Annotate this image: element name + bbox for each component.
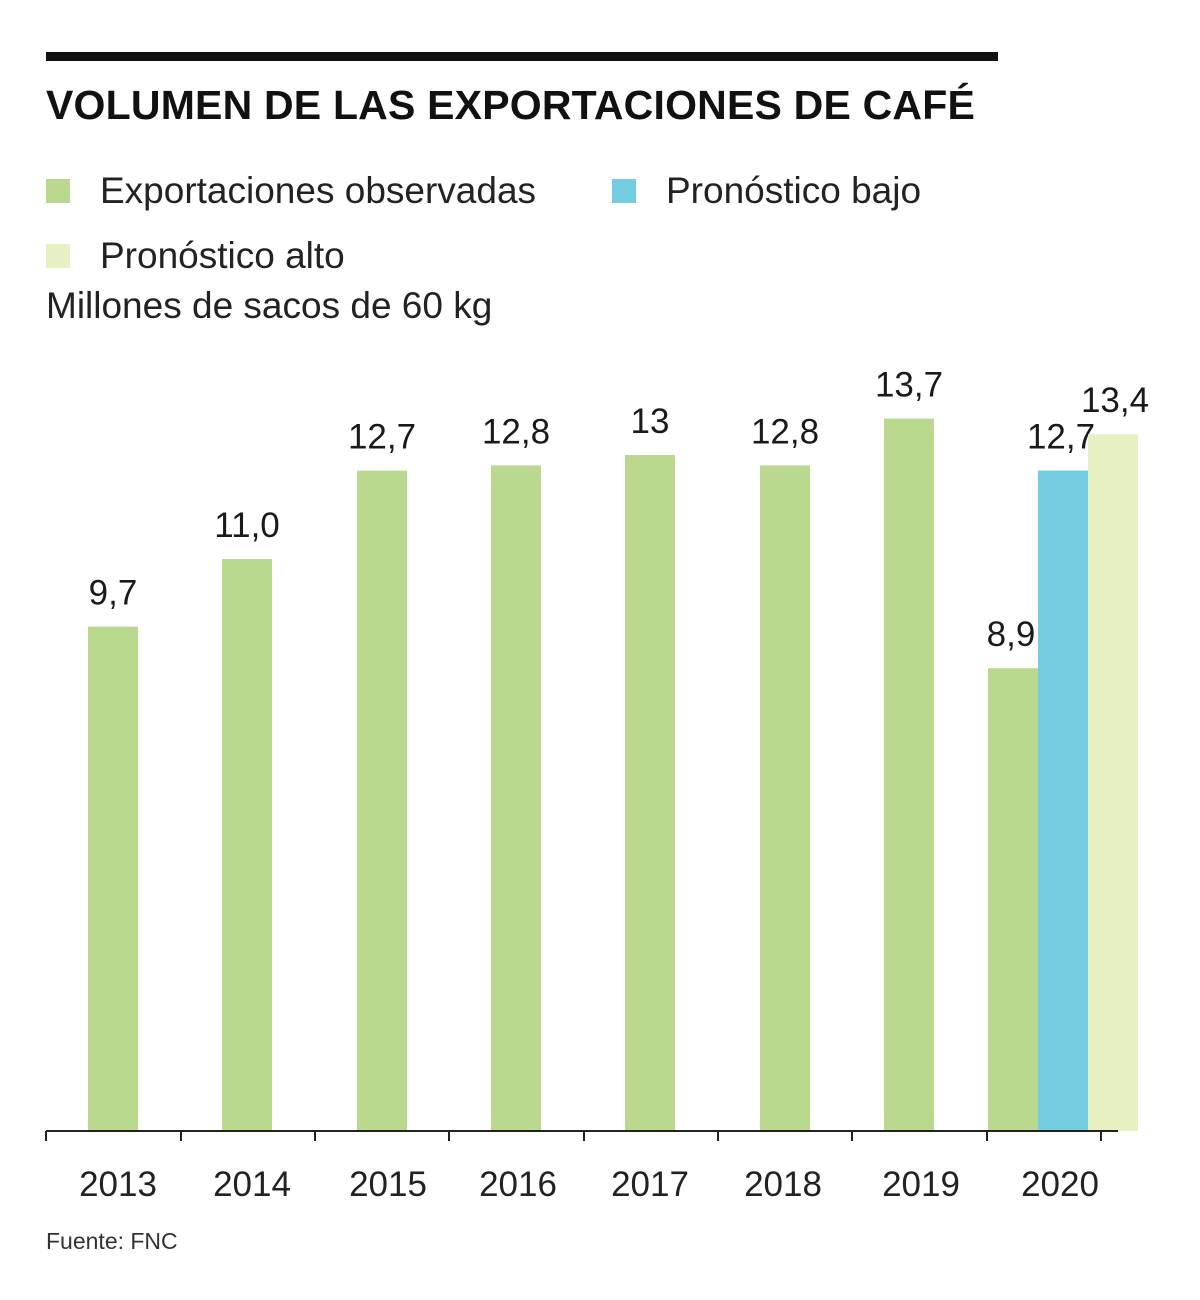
- data-label-observed-2017: 13: [631, 402, 670, 441]
- bar-observed-2019: [884, 418, 934, 1132]
- bar-observed-2018: [760, 465, 810, 1131]
- legend-item-observed: Exportaciones observadas: [46, 170, 536, 212]
- x-tick-label-2019: 2019: [882, 1165, 960, 1204]
- legend-label-low-forecast: Pronóstico bajo: [666, 170, 922, 211]
- data-label-observed-2016: 12,8: [482, 412, 550, 451]
- x-tick-label-2015: 2015: [349, 1165, 427, 1204]
- x-tick-label-2016: 2016: [479, 1165, 557, 1204]
- bar-observed-2020: [988, 668, 1038, 1131]
- legend-label-observed: Exportaciones observadas: [100, 170, 537, 211]
- chart-unit-label: Millones de sacos de 60 kg: [46, 285, 493, 326]
- data-label-observed-2013: 9,7: [89, 574, 138, 613]
- bar-observed-2016: [491, 465, 541, 1131]
- data-label-observed-2018: 12,8: [751, 412, 819, 451]
- data-label-observed-2015: 12,7: [348, 418, 416, 457]
- bar-observed-2017: [625, 455, 675, 1131]
- data-label-observed-2020: 8,9: [987, 615, 1036, 654]
- legend-item-high-forecast: Pronóstico alto: [46, 235, 345, 277]
- x-tick-label-2020: 2020: [1021, 1165, 1099, 1204]
- data-label-observed-2019: 13,7: [875, 366, 943, 405]
- bar-low-forecast-2020: [1038, 470, 1088, 1132]
- data-label-observed-2014: 11,0: [214, 506, 280, 545]
- legend-label-high-forecast: Pronóstico alto: [100, 235, 345, 276]
- legend-item-low-forecast: Pronóstico bajo: [612, 170, 921, 212]
- bar-observed-2014: [222, 559, 272, 1131]
- bar-observed-2013: [88, 626, 138, 1131]
- data-label-high-forecast-2020: 13,4: [1081, 381, 1149, 420]
- legend-swatch-low-forecast: [612, 179, 636, 203]
- data-label-low-forecast-2020: 12,7: [1027, 418, 1095, 457]
- legend-swatch-observed: [46, 179, 70, 203]
- bar-observed-2015: [357, 470, 407, 1132]
- bar-high-forecast-2020: [1088, 434, 1138, 1131]
- title-rule: [46, 52, 998, 61]
- x-tick-label-2014: 2014: [213, 1165, 291, 1204]
- source-note: Fuente: FNC: [46, 1228, 178, 1254]
- x-tick-label-2018: 2018: [744, 1165, 822, 1204]
- legend-swatch-high-forecast: [46, 244, 70, 268]
- chart-title: VOLUMEN DE LAS EXPORTACIONES DE CAFÉ: [46, 82, 976, 128]
- x-tick-label-2013: 2013: [79, 1165, 157, 1204]
- x-tick-label-2017: 2017: [611, 1165, 689, 1204]
